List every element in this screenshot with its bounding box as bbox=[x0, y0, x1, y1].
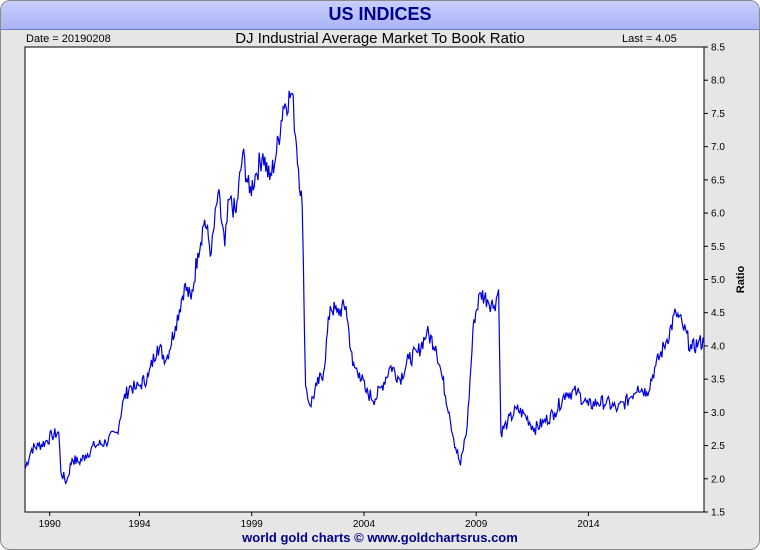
plot-area bbox=[24, 46, 705, 513]
x-tick-label: 1999 bbox=[241, 519, 264, 530]
y-tick-label: 8.5 bbox=[711, 43, 725, 54]
y-axis-label: Ratio bbox=[735, 265, 747, 293]
date-label: Date = 20190208 bbox=[26, 33, 111, 45]
banner-title: US INDICES bbox=[328, 4, 432, 24]
banner: US INDICES bbox=[1, 1, 759, 30]
y-axis: 1.5 2.0 2.5 3.0 3.5 4.0 4.5 5.0 5.5 6.0 6.5 7.0 7.5 8… bbox=[704, 43, 725, 519]
chart-title: DJ Industrial Average Market To Book Rat… bbox=[235, 30, 525, 47]
y-tick-label: 7.5 bbox=[711, 109, 725, 120]
y-tick-label: 2.0 bbox=[711, 474, 725, 485]
y-tick-label: 5.5 bbox=[711, 242, 725, 253]
y-tick-label: 3.0 bbox=[711, 408, 725, 419]
x-tick-label: 2004 bbox=[353, 519, 376, 530]
series-line bbox=[24, 90, 705, 485]
x-tick-label: 2014 bbox=[577, 519, 600, 530]
x-axis: 1990 1994 1999 2004 2009 2014 bbox=[39, 512, 600, 530]
last-value-label: Last = 4.05 bbox=[622, 33, 677, 45]
y-tick-label: 6.5 bbox=[711, 175, 725, 186]
y-tick-label: 7.0 bbox=[711, 142, 725, 153]
y-tick-label: 6.0 bbox=[711, 209, 725, 220]
x-tick-label: 1994 bbox=[128, 519, 151, 530]
x-tick-label: 1990 bbox=[39, 519, 62, 530]
y-tick-label: 3.5 bbox=[711, 375, 725, 386]
y-tick-label: 2.5 bbox=[711, 441, 725, 452]
y-tick-label: 4.5 bbox=[711, 308, 725, 319]
y-tick-label: 5.0 bbox=[711, 275, 725, 286]
y-tick-label: 4.0 bbox=[711, 341, 725, 352]
footer-credit: world gold charts © www.goldchartsrus.co… bbox=[242, 530, 518, 545]
y-tick-label: 8.0 bbox=[711, 76, 725, 87]
x-tick-label: 2009 bbox=[465, 519, 488, 530]
y-tick-label: 1.5 bbox=[711, 508, 725, 519]
